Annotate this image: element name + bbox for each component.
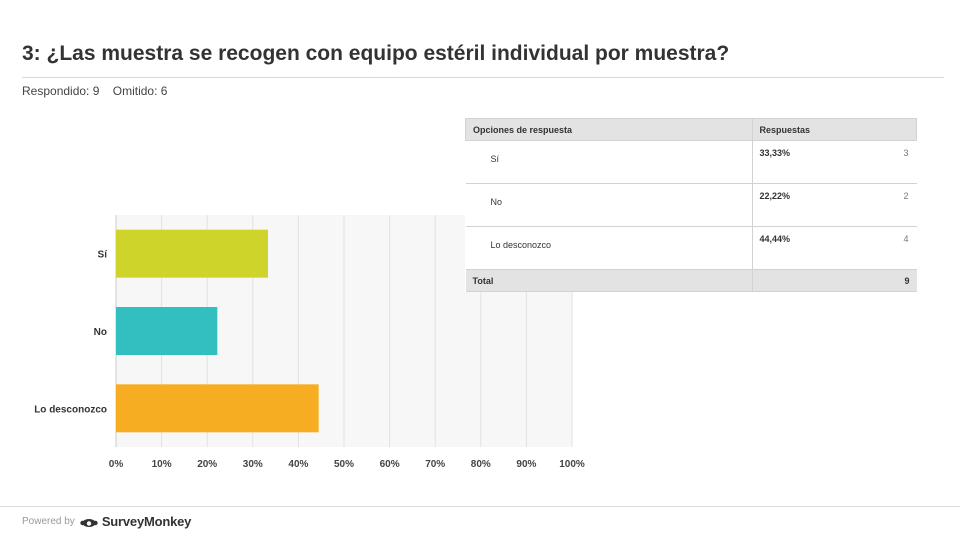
category-label: No xyxy=(94,327,107,338)
row-responses: 33,33% 3 xyxy=(752,140,917,184)
x-tick-label: 100% xyxy=(559,459,585,470)
x-tick-label: 70% xyxy=(425,459,445,470)
total-label: Total xyxy=(465,269,753,292)
x-tick-label: 0% xyxy=(109,459,124,470)
table-row: Sí 33,33% 3 xyxy=(465,140,917,184)
row-count: 4 xyxy=(903,234,909,244)
x-tick-label: 60% xyxy=(380,459,400,470)
footer-divider xyxy=(0,506,960,507)
x-tick-label: 30% xyxy=(243,459,263,470)
total-value: 9 xyxy=(752,269,917,292)
category-label: Sí xyxy=(98,250,109,261)
bar xyxy=(116,307,218,355)
row-option: No xyxy=(465,183,753,227)
table-row: No 22,22% 2 xyxy=(465,183,917,227)
question-title: 3: ¿Las muestra se recogen con equipo es… xyxy=(22,42,730,65)
category-label: Lo desconozco xyxy=(34,404,107,415)
x-tick-label: 50% xyxy=(334,459,354,470)
row-responses: 22,22% 2 xyxy=(752,183,917,227)
row-count: 3 xyxy=(903,148,909,158)
answered-count: Respondido: 9 xyxy=(22,84,100,98)
col-header-option: Opciones de respuesta xyxy=(465,118,753,141)
surveymonkey-logo-icon xyxy=(80,518,98,527)
row-percent: 44,44% xyxy=(759,234,791,244)
table-total-row: Total 9 xyxy=(465,269,917,292)
col-header-responses: Respuestas xyxy=(751,118,917,141)
row-percent: 22,22% xyxy=(759,191,791,201)
skipped-count: Omitido: 6 xyxy=(112,84,168,98)
x-tick-label: 90% xyxy=(516,459,536,470)
row-option: Sí xyxy=(465,140,753,184)
row-responses: 44,44% 4 xyxy=(752,226,917,270)
table-row: Lo desconozco 44,44% 4 xyxy=(465,226,917,270)
row-count: 2 xyxy=(903,191,909,201)
x-tick-label: 40% xyxy=(288,459,308,470)
x-tick-label: 10% xyxy=(152,459,172,470)
row-option: Lo desconozco xyxy=(465,226,753,270)
x-tick-label: 20% xyxy=(197,459,217,470)
brand-name: SurveyMonkey xyxy=(101,514,192,529)
response-table: Opciones de respuesta Respuestas Sí 33,3… xyxy=(465,118,917,292)
bar xyxy=(116,384,319,433)
response-stats: Respondido: 9 Omitido: 6 xyxy=(22,84,177,98)
title-divider xyxy=(22,77,944,78)
footer: Powered by SurveyMonkey xyxy=(22,514,191,529)
bar xyxy=(116,229,268,278)
x-tick-label: 80% xyxy=(471,459,491,470)
row-percent: 33,33% xyxy=(759,148,791,158)
powered-by-text: Powered by xyxy=(22,516,75,527)
